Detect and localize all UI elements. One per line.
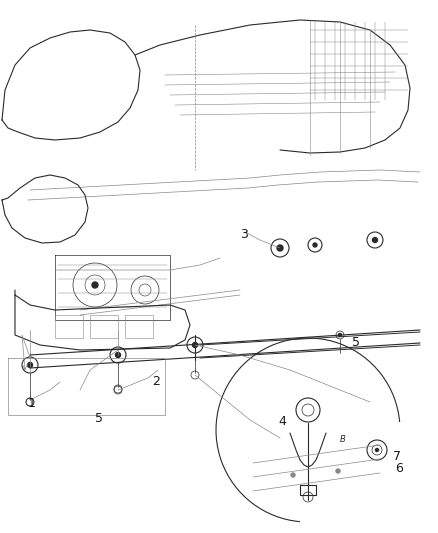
Text: 5: 5 xyxy=(352,336,360,349)
Circle shape xyxy=(375,448,378,451)
Circle shape xyxy=(313,243,317,247)
Text: B: B xyxy=(340,435,346,445)
Circle shape xyxy=(291,473,295,477)
Text: 4: 4 xyxy=(278,415,286,428)
Text: 5: 5 xyxy=(95,412,103,425)
Circle shape xyxy=(372,238,378,243)
Circle shape xyxy=(28,362,32,367)
Circle shape xyxy=(192,343,198,348)
Circle shape xyxy=(92,282,98,288)
Text: 7: 7 xyxy=(393,450,401,463)
Circle shape xyxy=(339,334,342,336)
Circle shape xyxy=(116,352,120,358)
Text: 1: 1 xyxy=(28,397,36,410)
Text: 3: 3 xyxy=(240,228,248,241)
Text: 6: 6 xyxy=(395,462,403,475)
Circle shape xyxy=(277,245,283,251)
Text: 2: 2 xyxy=(152,375,160,388)
Circle shape xyxy=(336,469,340,473)
